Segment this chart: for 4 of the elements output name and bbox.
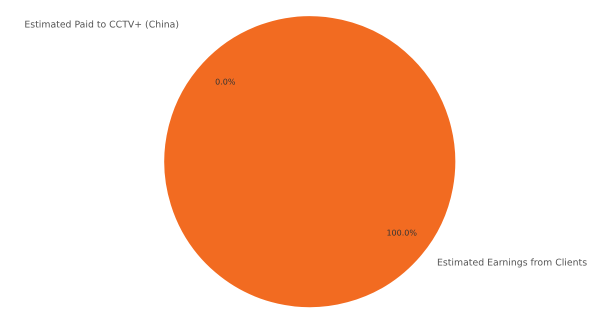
slice-label: Estimated Earnings from Clients	[436, 257, 588, 268]
text: 0.0%	[215, 78, 236, 87]
data-label: 100.0%	[386, 228, 418, 238]
category-label: Estimated Paid to CCTV+ (China)	[24, 20, 179, 31]
